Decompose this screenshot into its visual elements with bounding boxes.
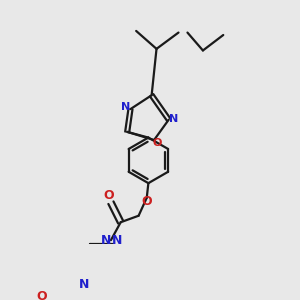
Text: O: O [153, 138, 162, 148]
Text: O: O [36, 290, 47, 300]
Text: N: N [101, 234, 111, 247]
Text: N: N [112, 235, 123, 248]
Text: N: N [79, 278, 89, 291]
Text: O: O [103, 189, 114, 202]
Text: N: N [169, 114, 178, 124]
Text: N: N [121, 103, 130, 112]
Text: O: O [141, 195, 152, 208]
